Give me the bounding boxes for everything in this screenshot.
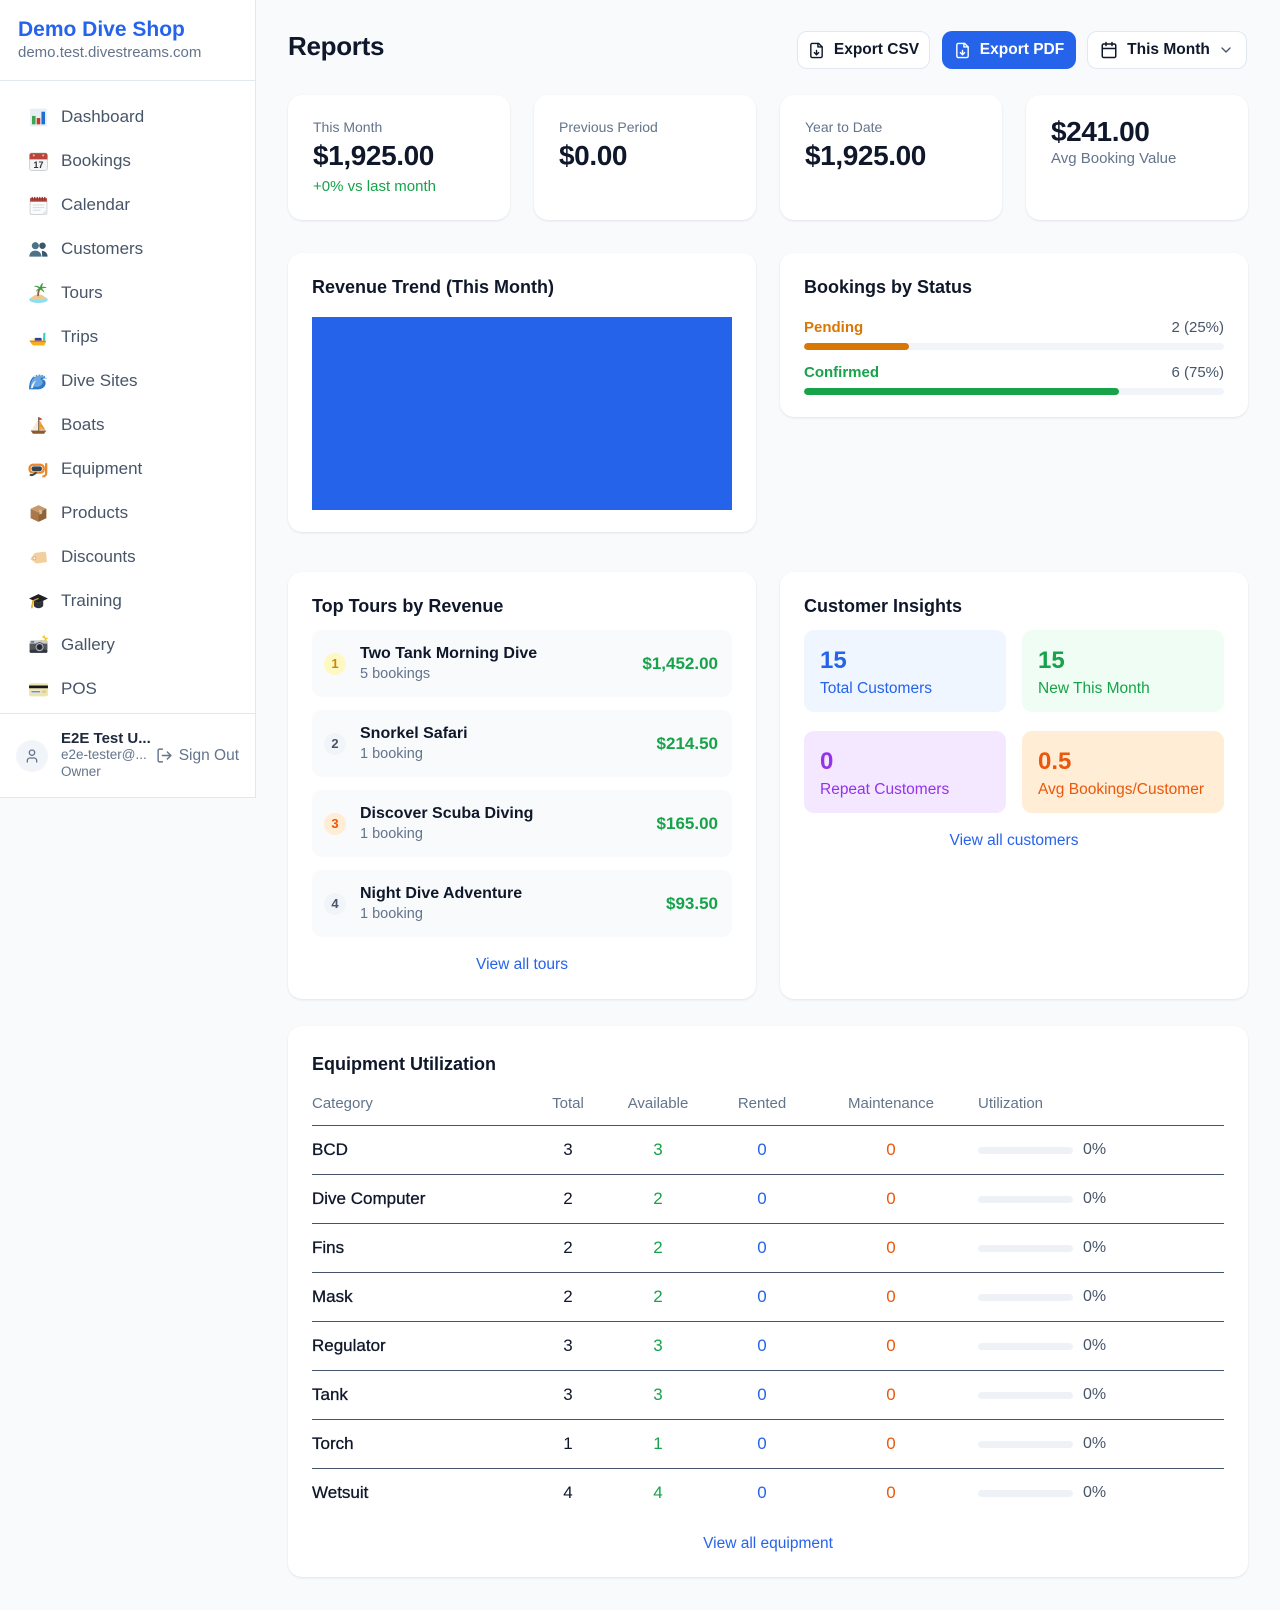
svg-text:17: 17 bbox=[34, 159, 44, 169]
